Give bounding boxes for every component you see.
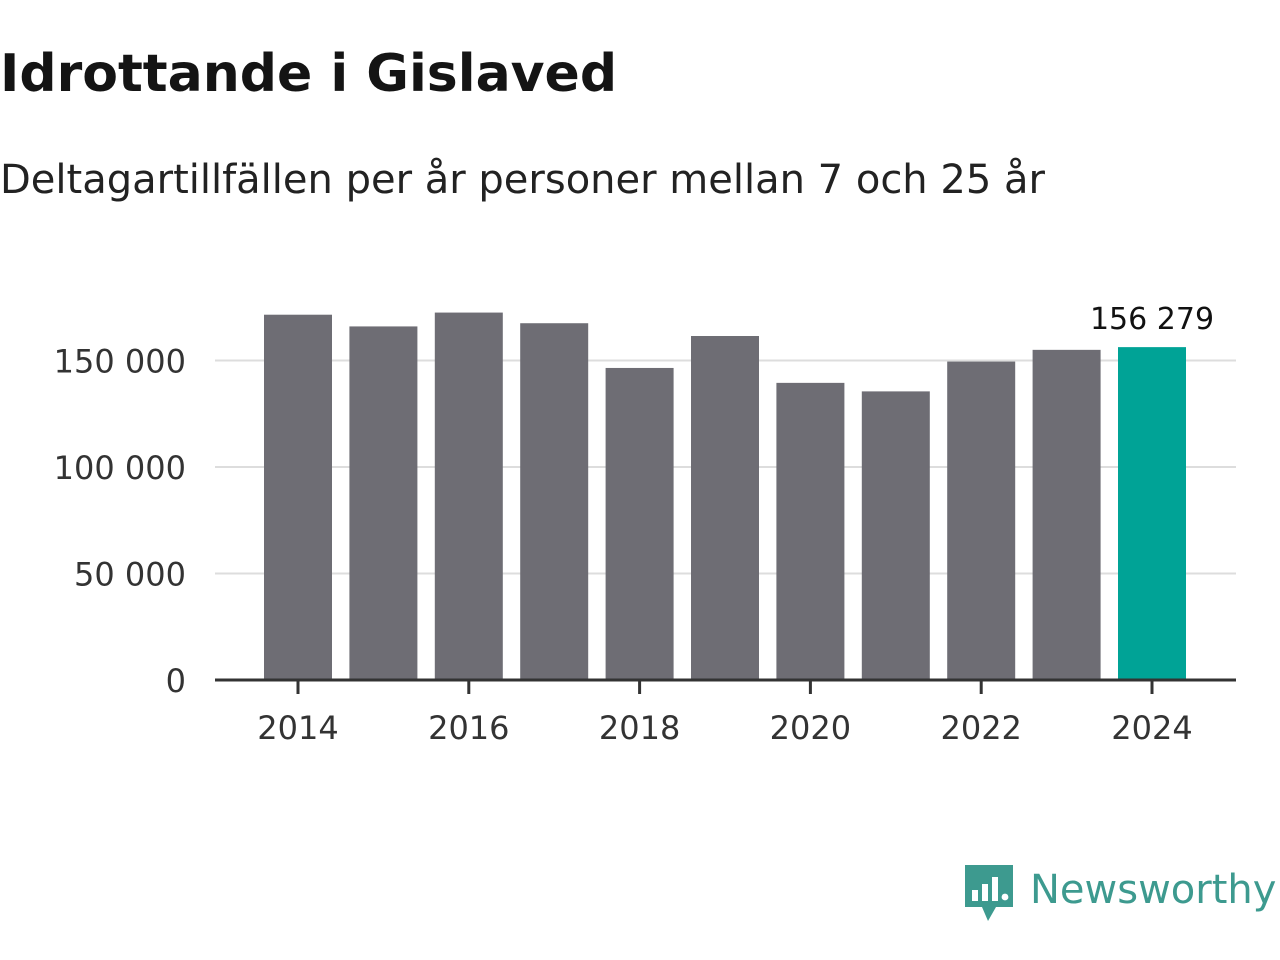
chart-title: Idrottande i Gislaved xyxy=(0,44,618,104)
bar-chart-speech-bubble-icon xyxy=(965,865,1013,921)
y-tick-label: 50 000 xyxy=(74,556,186,594)
axes xyxy=(215,678,1236,694)
x-tick-label: 2024 xyxy=(1111,709,1192,747)
bar-2015 xyxy=(349,326,418,680)
bar-2019 xyxy=(691,336,759,680)
x-tick-label: 2014 xyxy=(257,709,338,747)
bar-2014 xyxy=(264,314,332,680)
brand-name: Newsworthy xyxy=(1030,867,1277,913)
bar-2017 xyxy=(520,323,589,680)
y-tick-label: 100 000 xyxy=(54,449,186,487)
x-tick-label: 2022 xyxy=(940,709,1021,747)
x-tick-label: 2016 xyxy=(428,709,509,747)
bar-2020 xyxy=(776,382,845,680)
y-tick-label: 0 xyxy=(166,662,186,700)
brand-logo: Newsworthy xyxy=(962,862,1276,928)
x-tick-label: 2020 xyxy=(770,709,851,747)
y-tick-label: 150 000 xyxy=(54,343,186,381)
labels: 0 50 000 100 000 150 000 2014 2016 2018 2020 202… xyxy=(54,302,1214,747)
bar-2024 xyxy=(1118,347,1186,680)
bar-2018 xyxy=(605,367,674,680)
bar-2023 xyxy=(1032,349,1101,680)
bar-2022 xyxy=(947,361,1016,680)
bar-2021 xyxy=(861,391,930,680)
x-tick-label: 2018 xyxy=(599,709,680,747)
chart-subtitle: Deltagartillfällen per år personer mella… xyxy=(0,157,1045,203)
bar-2016 xyxy=(434,312,503,680)
bars xyxy=(264,312,1186,680)
data-label: 156 279 xyxy=(1090,302,1214,337)
